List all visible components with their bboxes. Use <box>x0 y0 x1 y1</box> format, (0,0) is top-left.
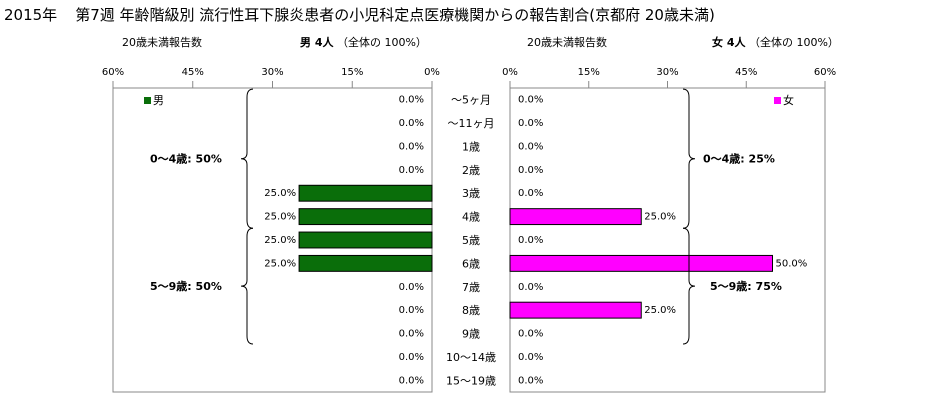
category-label: 1歳 <box>462 140 480 153</box>
category-label: 9歳 <box>462 328 480 341</box>
category-label: 7歳 <box>462 281 480 294</box>
male-brace-0-4 <box>240 88 254 229</box>
male-axis-tick: 45% <box>182 67 204 78</box>
male-bar <box>298 254 433 272</box>
category-label: ～11ヶ月 <box>448 117 495 130</box>
male-data-label: 25.0% <box>264 235 296 246</box>
male-data-label: 25.0% <box>264 212 296 223</box>
male-brace-5-9 <box>240 227 254 345</box>
female-data-label: 0.0% <box>518 352 543 363</box>
male-axis-tick: 30% <box>261 67 283 78</box>
female-count-label: 女 4人 <box>712 36 746 49</box>
female-data-label: 0.0% <box>518 188 543 199</box>
female-bar <box>509 208 642 226</box>
female-data-label: 0.0% <box>518 118 543 129</box>
female-bar <box>509 254 773 272</box>
male-bar <box>298 184 433 202</box>
male-data-label: 0.0% <box>399 95 424 106</box>
male-axis-tick: 60% <box>102 67 124 78</box>
female-data-label: 0.0% <box>518 165 543 176</box>
female-data-label: 50.0% <box>776 258 808 269</box>
female-data-label: 0.0% <box>518 375 543 386</box>
female-data-label: 0.0% <box>518 141 543 152</box>
female-count-header: 女 4人 （全体の 100%） <box>712 34 839 50</box>
male-data-label: 0.0% <box>399 282 424 293</box>
male-legend-label: 男 <box>153 94 164 107</box>
male-data-label: 0.0% <box>399 141 424 152</box>
male-data-label: 25.0% <box>264 258 296 269</box>
male-data-label: 0.0% <box>399 118 424 129</box>
male-report-label: 20歳未満報告数 <box>122 36 202 49</box>
female-brace-5-9 <box>682 227 696 345</box>
male-legend-swatch <box>144 97 151 104</box>
male-group-label-0-4: 0～4歳: 50% <box>150 152 222 166</box>
category-label: 2歳 <box>462 164 480 177</box>
female-data-label: 0.0% <box>518 282 543 293</box>
male-data-label: 0.0% <box>399 329 424 340</box>
male-share-label: （全体の 100%） <box>336 36 427 49</box>
male-bar <box>298 231 433 249</box>
male-count-label: 男 4人 <box>300 36 334 49</box>
category-label: 10～14歳 <box>446 351 496 364</box>
female-data-label: 0.0% <box>518 235 543 246</box>
female-brace-0-4 <box>682 88 696 229</box>
male-data-label: 0.0% <box>399 352 424 363</box>
male-data-label: 0.0% <box>399 305 424 316</box>
female-legend-label: 女 <box>783 93 794 107</box>
female-legend-swatch <box>774 97 781 104</box>
category-label: 6歳 <box>462 257 480 270</box>
category-label: ～5ヶ月 <box>451 94 491 107</box>
male-data-label: 25.0% <box>264 188 296 199</box>
chart-title: 2015年 第7週 年齢階級別 流行性耳下腺炎患者の小児科定点医療機関からの報告割… <box>4 4 733 25</box>
female-data-label: 0.0% <box>518 95 543 106</box>
female-axis-tick: 45% <box>735 67 757 78</box>
female-group-label-0-4: 0～4歳: 25% <box>703 152 775 166</box>
male-group-label-5-9: 5～9歳: 50% <box>150 279 222 293</box>
female-data-label: 0.0% <box>518 329 543 340</box>
male-data-label: 0.0% <box>399 375 424 386</box>
male-axis-tick: 15% <box>341 67 363 78</box>
male-data-label: 0.0% <box>399 165 424 176</box>
female-data-label: 25.0% <box>644 305 676 316</box>
female-share-label: （全体の 100%） <box>748 36 839 49</box>
female-data-label: 25.0% <box>644 212 676 223</box>
title-year: 2015年 <box>4 6 58 24</box>
female-report-label: 20歳未満報告数 <box>527 36 607 49</box>
title-text: 第7週 年齢階級別 流行性耳下腺炎患者の小児科定点医療機関からの報告割合(京都府… <box>75 6 715 24</box>
female-plot-area <box>509 87 826 393</box>
category-label: 15～19歳 <box>446 374 496 387</box>
category-label: 3歳 <box>462 187 480 200</box>
female-axis-tick: 15% <box>578 67 600 78</box>
female-axis-tick: 30% <box>656 67 678 78</box>
female-axis-tick: 0% <box>502 67 518 78</box>
category-label: 4歳 <box>462 211 480 224</box>
female-axis-tick: 60% <box>814 67 836 78</box>
male-count-header: 男 4人 （全体の 100%） <box>300 34 427 50</box>
female-bar <box>509 301 642 319</box>
male-axis-tick: 0% <box>424 67 440 78</box>
male-bar <box>298 208 433 226</box>
category-label: 8歳 <box>462 304 480 317</box>
category-label: 5歳 <box>462 234 480 247</box>
female-group-label-5-9: 5～9歳: 75% <box>710 279 782 293</box>
